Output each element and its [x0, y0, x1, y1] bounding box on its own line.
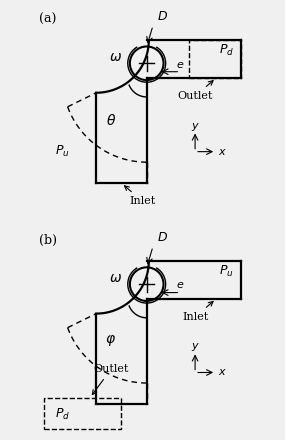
Text: (b): (b) — [39, 234, 58, 247]
Text: $P_d$: $P_d$ — [219, 43, 234, 58]
Text: $e$: $e$ — [176, 280, 184, 290]
Text: $y$: $y$ — [191, 341, 200, 353]
Text: $y$: $y$ — [191, 121, 200, 132]
Text: $x$: $x$ — [218, 147, 227, 157]
Text: $D$: $D$ — [157, 10, 168, 23]
Text: (a): (a) — [39, 13, 57, 26]
Text: Outlet: Outlet — [177, 81, 213, 101]
Text: $e$: $e$ — [176, 59, 184, 70]
Text: Inlet: Inlet — [125, 186, 156, 206]
Text: Inlet: Inlet — [182, 301, 213, 322]
Text: $x$: $x$ — [218, 367, 227, 378]
Text: $P_u$: $P_u$ — [55, 144, 70, 159]
Text: $\theta$: $\theta$ — [106, 113, 116, 128]
Text: $\omega$: $\omega$ — [109, 271, 122, 285]
Text: $\varphi$: $\varphi$ — [105, 334, 117, 348]
Text: $D$: $D$ — [157, 231, 168, 244]
Text: $P_u$: $P_u$ — [219, 264, 234, 279]
Text: $\omega$: $\omega$ — [109, 50, 122, 64]
Text: $P_d$: $P_d$ — [55, 407, 70, 422]
Text: Outlet: Outlet — [92, 364, 129, 395]
